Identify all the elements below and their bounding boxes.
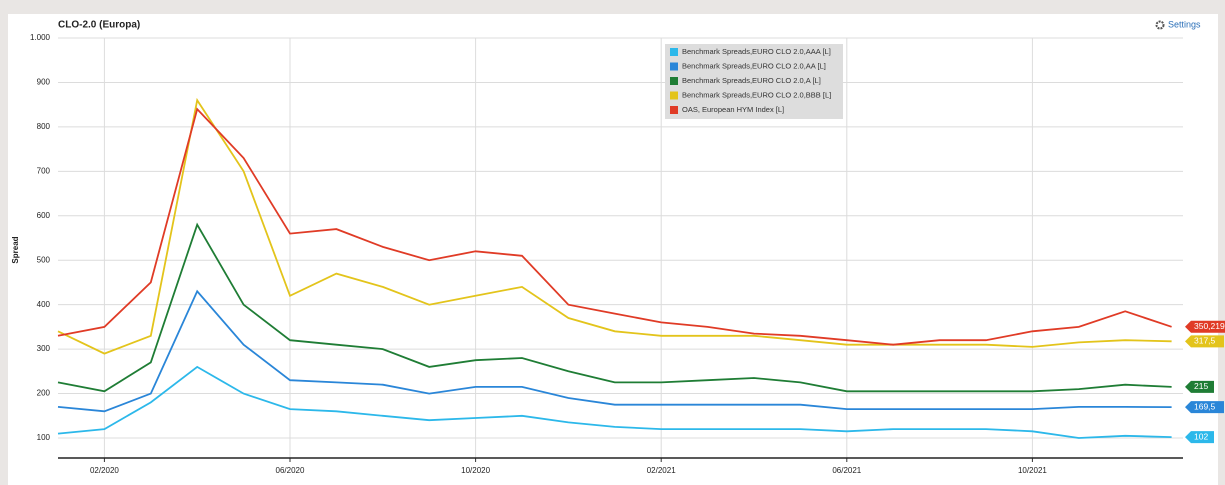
- y-tick-label: 900: [37, 78, 51, 87]
- legend-label: Benchmark Spreads,EURO CLO 2.0,A [L]: [682, 76, 821, 85]
- y-tick-label: 100: [37, 433, 51, 442]
- legend-swatch: [670, 48, 678, 56]
- series-line: [57, 289, 1172, 413]
- series-line: [57, 107, 1172, 346]
- value-label: 215: [1194, 381, 1208, 391]
- value-tag: [1185, 320, 1225, 333]
- chart-title: CLO-2.0 (Europa): [58, 20, 140, 31]
- settings-button[interactable]: Settings: [1155, 19, 1202, 30]
- x-tick-label: 10/2020: [461, 466, 490, 475]
- settings-icon[interactable]: [1155, 20, 1165, 30]
- y-tick-label: 300: [37, 344, 51, 353]
- x-tick-label: 10/2021: [1018, 466, 1047, 475]
- y-axis-label: Spread: [11, 236, 20, 263]
- settings-link[interactable]: Settings: [1168, 19, 1201, 29]
- x-tick-label: 06/2021: [832, 466, 861, 475]
- x-tick-label: 06/2020: [276, 466, 305, 475]
- chart-panel: [8, 14, 1218, 485]
- value-tag: [1185, 401, 1224, 414]
- value-tag: [1185, 335, 1224, 348]
- series-line: [57, 97, 1172, 355]
- legend-label: OAS, European HYM Index [L]: [682, 105, 784, 114]
- x-tick-label: 02/2020: [90, 466, 119, 475]
- legend-swatch: [670, 62, 678, 71]
- legend-swatch: [670, 77, 678, 85]
- series-line: [57, 222, 1172, 393]
- y-tick-label: 800: [37, 122, 51, 131]
- legend-label: Benchmark Spreads,EURO CLO 2.0,AAA [L]: [682, 47, 831, 56]
- legend-label: Benchmark Spreads,EURO CLO 2.0,BBB [L]: [682, 90, 831, 99]
- y-tick-label: 400: [37, 300, 51, 309]
- legend-swatch: [670, 91, 678, 100]
- value-label: 102: [1194, 431, 1208, 441]
- x-tick-label: 02/2021: [647, 466, 676, 475]
- legend: Benchmark Spreads,EURO CLO 2.0,AAA [L] Be…: [665, 44, 843, 119]
- series-line: [57, 365, 1172, 439]
- legend-box: [665, 44, 843, 119]
- y-tick-label: 1.000: [30, 33, 51, 42]
- y-tick-label: 600: [37, 211, 51, 220]
- legend-label: Benchmark Spreads,EURO CLO 2.0,AA [L]: [682, 61, 826, 70]
- legend-swatch: [670, 106, 678, 114]
- y-tick-label: 500: [37, 255, 51, 264]
- value-label: 350,219: [1194, 321, 1225, 331]
- value-tag: [1185, 431, 1214, 444]
- value-tag: [1185, 380, 1214, 393]
- y-tick-label: 700: [37, 166, 51, 175]
- value-label: 169,5: [1194, 401, 1216, 411]
- value-label: 317,5: [1194, 336, 1216, 346]
- y-tick-label: 200: [37, 389, 51, 398]
